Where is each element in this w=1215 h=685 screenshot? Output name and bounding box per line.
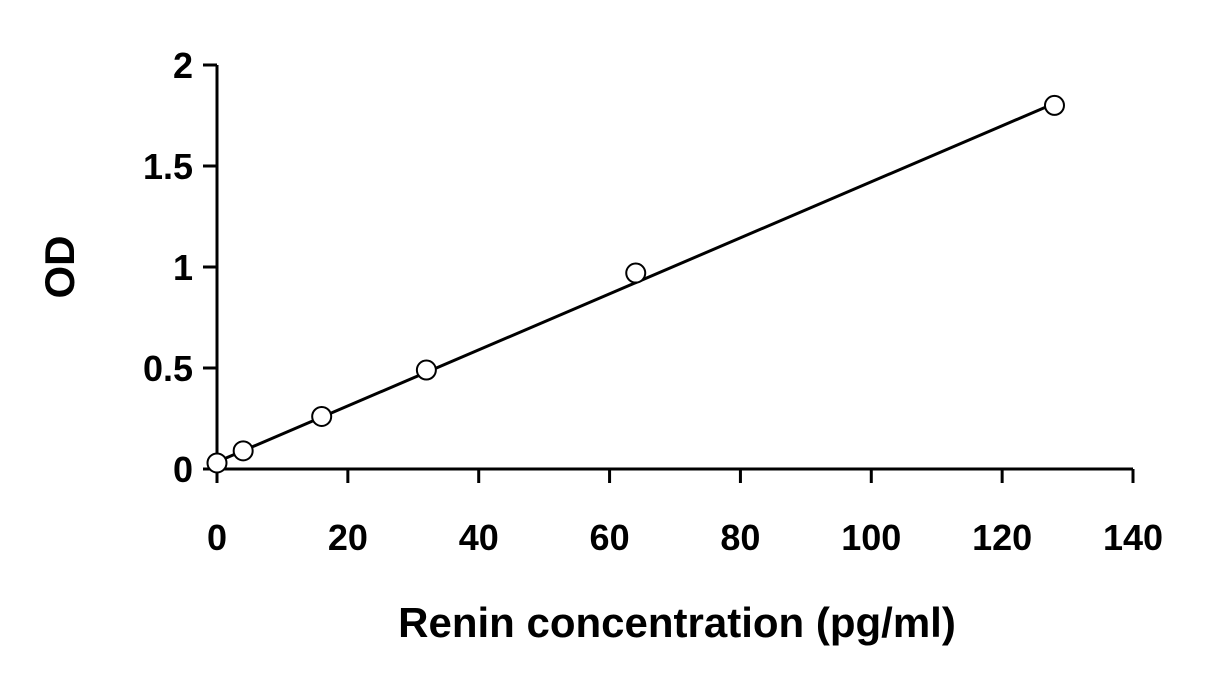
x-axis-title: Renin concentration (pg/ml) [398, 599, 956, 646]
y-tick-label: 2 [173, 45, 193, 86]
data-point [415, 359, 437, 381]
y-tick-label: 0.5 [143, 348, 193, 389]
data-point [625, 262, 647, 284]
x-tick-label: 140 [1103, 517, 1163, 558]
data-point [311, 405, 333, 427]
y-tick-label: 1 [173, 247, 193, 288]
x-tick-label: 100 [841, 517, 901, 558]
x-tick-label: 0 [207, 517, 227, 558]
y-ticks: 0 0.5 1 1.5 2 [143, 45, 217, 490]
data-point [232, 440, 254, 462]
x-ticks: 0 20 40 60 80 100 120 140 [207, 469, 1163, 558]
y-tick-label: 1.5 [143, 146, 193, 187]
y-axis-title: OD [36, 236, 83, 299]
data-point [206, 452, 228, 474]
data-points [206, 94, 1065, 474]
x-tick-label: 40 [459, 517, 499, 558]
x-tick-label: 120 [972, 517, 1032, 558]
x-tick-label: 60 [590, 517, 630, 558]
plot-area: 0 0.5 1 1.5 2 0 20 40 60 80 100 120 140 [143, 45, 1163, 558]
y-tick-label: 0 [173, 449, 193, 490]
x-tick-label: 20 [328, 517, 368, 558]
data-point [1043, 94, 1065, 116]
x-tick-label: 80 [720, 517, 760, 558]
